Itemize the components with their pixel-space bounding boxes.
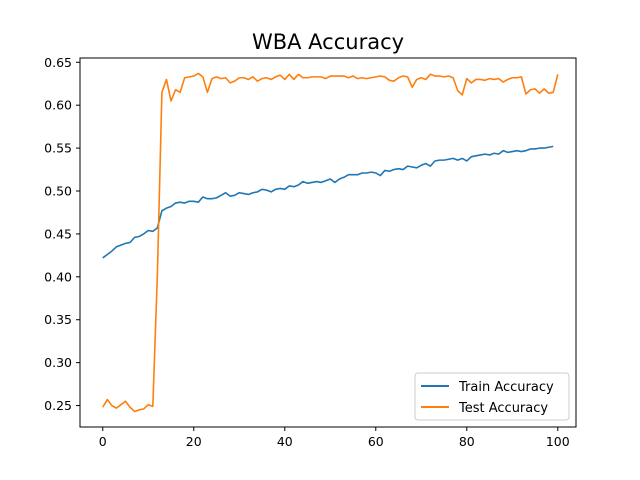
legend-box [414, 372, 570, 421]
x-tick-label: 60 [368, 434, 384, 449]
y-tick-label: 0.40 [44, 269, 72, 284]
plot-area [80, 58, 576, 427]
x-tick-label: 100 [546, 434, 570, 449]
x-tick-label: 0 [99, 434, 107, 449]
y-tick-label: 0.30 [44, 355, 72, 370]
train-accuracy-line [102, 145, 554, 259]
x-tick-label: 20 [186, 434, 202, 449]
chart-title: WBA Accuracy [252, 30, 404, 54]
y-tick-label: 0.55 [44, 141, 72, 156]
plot-frame [79, 57, 577, 428]
y-axis: 0.25 0.30 0.35 0.40 0.45 0.50 0.55 0.60 0.65 [44, 55, 80, 413]
legend: Train Accuracy Test Accuracy [414, 372, 570, 421]
y-tick-label: 0.60 [44, 98, 72, 113]
y-tick-label: 0.25 [44, 398, 72, 413]
y-tick-label: 0.50 [44, 184, 72, 199]
y-tick-label: 0.45 [44, 226, 72, 241]
legend-label-test: Test Accuracy [458, 401, 548, 416]
x-axis: 0 20 40 60 80 100 [99, 427, 570, 449]
legend-label-train: Train Accuracy [458, 380, 554, 395]
series-layer [102, 72, 559, 413]
x-tick-label: 40 [277, 434, 293, 449]
y-tick-label: 0.35 [44, 312, 72, 327]
y-tick-label: 0.65 [44, 55, 72, 70]
test-accuracy-line [102, 72, 559, 413]
x-tick-label: 80 [459, 434, 475, 449]
